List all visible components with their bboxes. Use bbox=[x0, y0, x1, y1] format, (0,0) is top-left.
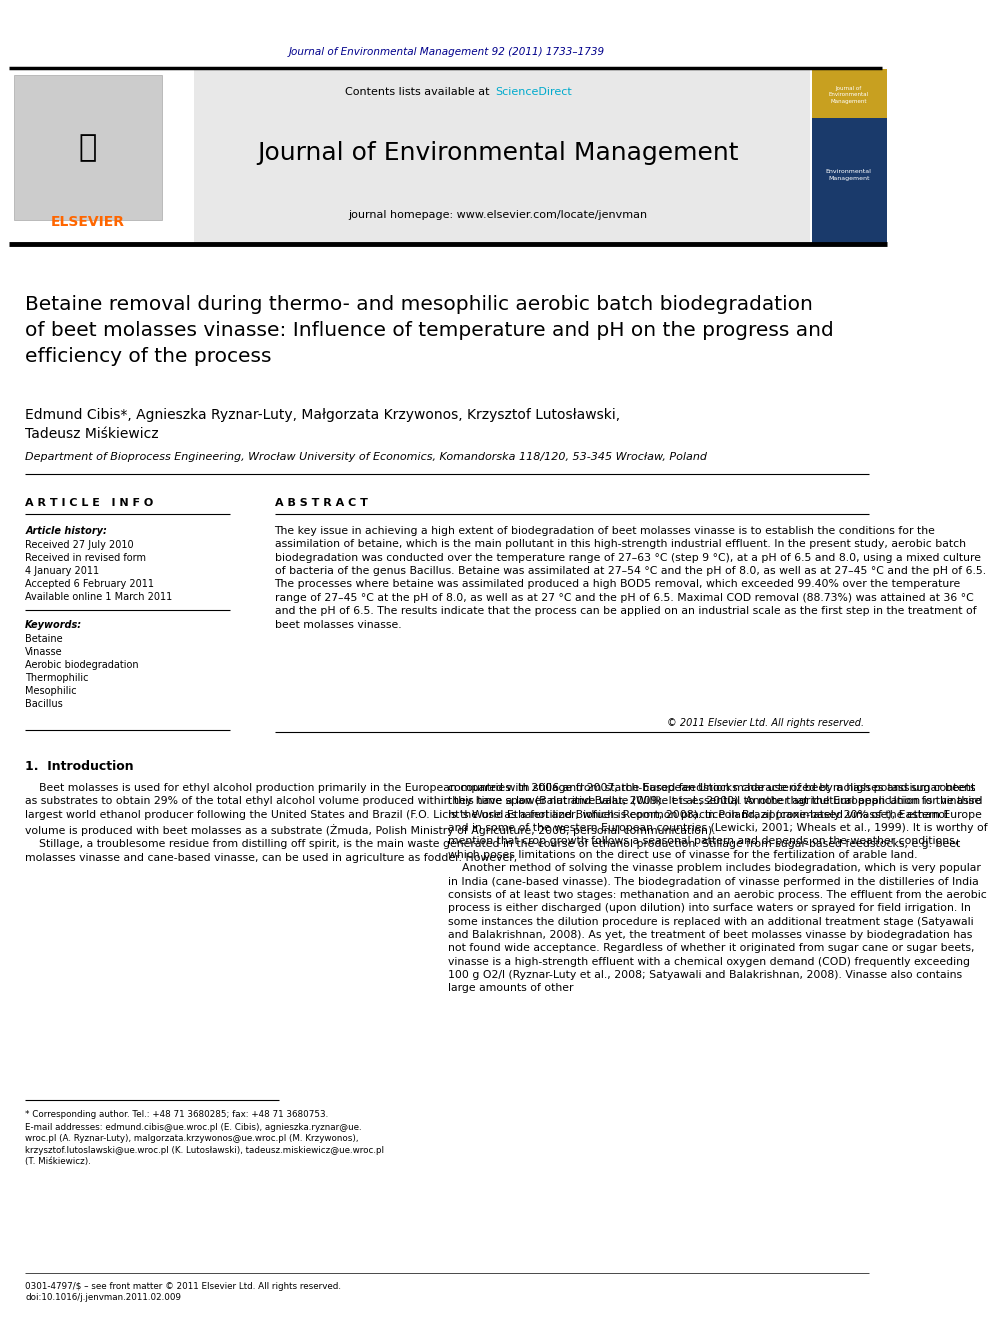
Text: Journal of
Environmental
Management: Journal of Environmental Management bbox=[828, 86, 869, 105]
Text: 0301-4797/$ – see front matter © 2011 Elsevier Ltd. All rights reserved.
doi:10.: 0301-4797/$ – see front matter © 2011 El… bbox=[25, 1282, 341, 1302]
Text: Received in revised form: Received in revised form bbox=[25, 553, 146, 564]
Text: compared with stillage from starch-based feedstocks characterized by a high pota: compared with stillage from starch-based… bbox=[448, 783, 988, 994]
Text: ELSEVIER: ELSEVIER bbox=[51, 216, 124, 229]
Text: 4 January 2011: 4 January 2011 bbox=[25, 566, 99, 576]
Text: Accepted 6 February 2011: Accepted 6 February 2011 bbox=[25, 579, 154, 589]
Text: 1.  Introduction: 1. Introduction bbox=[25, 759, 134, 773]
Text: ScienceDirect: ScienceDirect bbox=[495, 87, 571, 97]
Text: Received 27 July 2010: Received 27 July 2010 bbox=[25, 540, 134, 550]
Text: Betaine removal during thermo- and mesophilic aerobic batch biodegradation
of be: Betaine removal during thermo- and mesop… bbox=[25, 295, 834, 365]
Text: Article history:: Article history: bbox=[25, 527, 107, 536]
Text: Thermophilic: Thermophilic bbox=[25, 673, 88, 683]
Text: Edmund Cibis*, Agnieszka Ryznar-Luty, Małgorzata Krzywonos, Krzysztof Lutosławsk: Edmund Cibis*, Agnieszka Ryznar-Luty, Ma… bbox=[25, 407, 620, 442]
Bar bbox=[9, 69, 193, 243]
Text: Mesophilic: Mesophilic bbox=[25, 687, 76, 696]
Bar bbox=[9, 69, 810, 243]
Text: Journal of Environmental Management 92 (2011) 1733–1739: Journal of Environmental Management 92 (… bbox=[289, 48, 604, 57]
Text: Environmental
Management: Environmental Management bbox=[825, 169, 872, 181]
Text: © 2011 Elsevier Ltd. All rights reserved.: © 2011 Elsevier Ltd. All rights reserved… bbox=[667, 718, 864, 728]
Text: journal homepage: www.elsevier.com/locate/jenvman: journal homepage: www.elsevier.com/locat… bbox=[348, 210, 648, 220]
Text: Department of Bioprocess Engineering, Wrocław University of Economics, Komandors: Department of Bioprocess Engineering, Wr… bbox=[25, 452, 707, 462]
Text: * Corresponding author. Tel.: +48 71 3680285; fax: +48 71 3680753.: * Corresponding author. Tel.: +48 71 368… bbox=[25, 1110, 328, 1119]
Text: The key issue in achieving a high extent of biodegradation of beet molasses vina: The key issue in achieving a high extent… bbox=[275, 527, 986, 630]
Text: Keywords:: Keywords: bbox=[25, 620, 82, 630]
Text: Betaine: Betaine bbox=[25, 634, 62, 644]
Bar bbox=[811, 69, 887, 243]
Bar bbox=[811, 69, 887, 118]
Text: Contents lists available at: Contents lists available at bbox=[345, 87, 493, 97]
Text: A B S T R A C T: A B S T R A C T bbox=[275, 497, 367, 508]
Text: 🌳: 🌳 bbox=[78, 134, 96, 163]
Text: Vinasse: Vinasse bbox=[25, 647, 62, 658]
Bar bbox=[14, 75, 162, 220]
Text: Aerobic biodegradation: Aerobic biodegradation bbox=[25, 660, 139, 669]
Text: Bacillus: Bacillus bbox=[25, 699, 62, 709]
Text: Journal of Environmental Management: Journal of Environmental Management bbox=[257, 142, 738, 165]
Text: A R T I C L E   I N F O: A R T I C L E I N F O bbox=[25, 497, 154, 508]
Text: Available online 1 March 2011: Available online 1 March 2011 bbox=[25, 591, 173, 602]
Text: E-mail addresses: edmund.cibis@ue.wroc.pl (E. Cibis), agnieszka.ryznar@ue.
wroc.: E-mail addresses: edmund.cibis@ue.wroc.p… bbox=[25, 1123, 384, 1167]
Text: Beet molasses is used for ethyl alcohol production primarily in the European cou: Beet molasses is used for ethyl alcohol … bbox=[25, 783, 983, 863]
